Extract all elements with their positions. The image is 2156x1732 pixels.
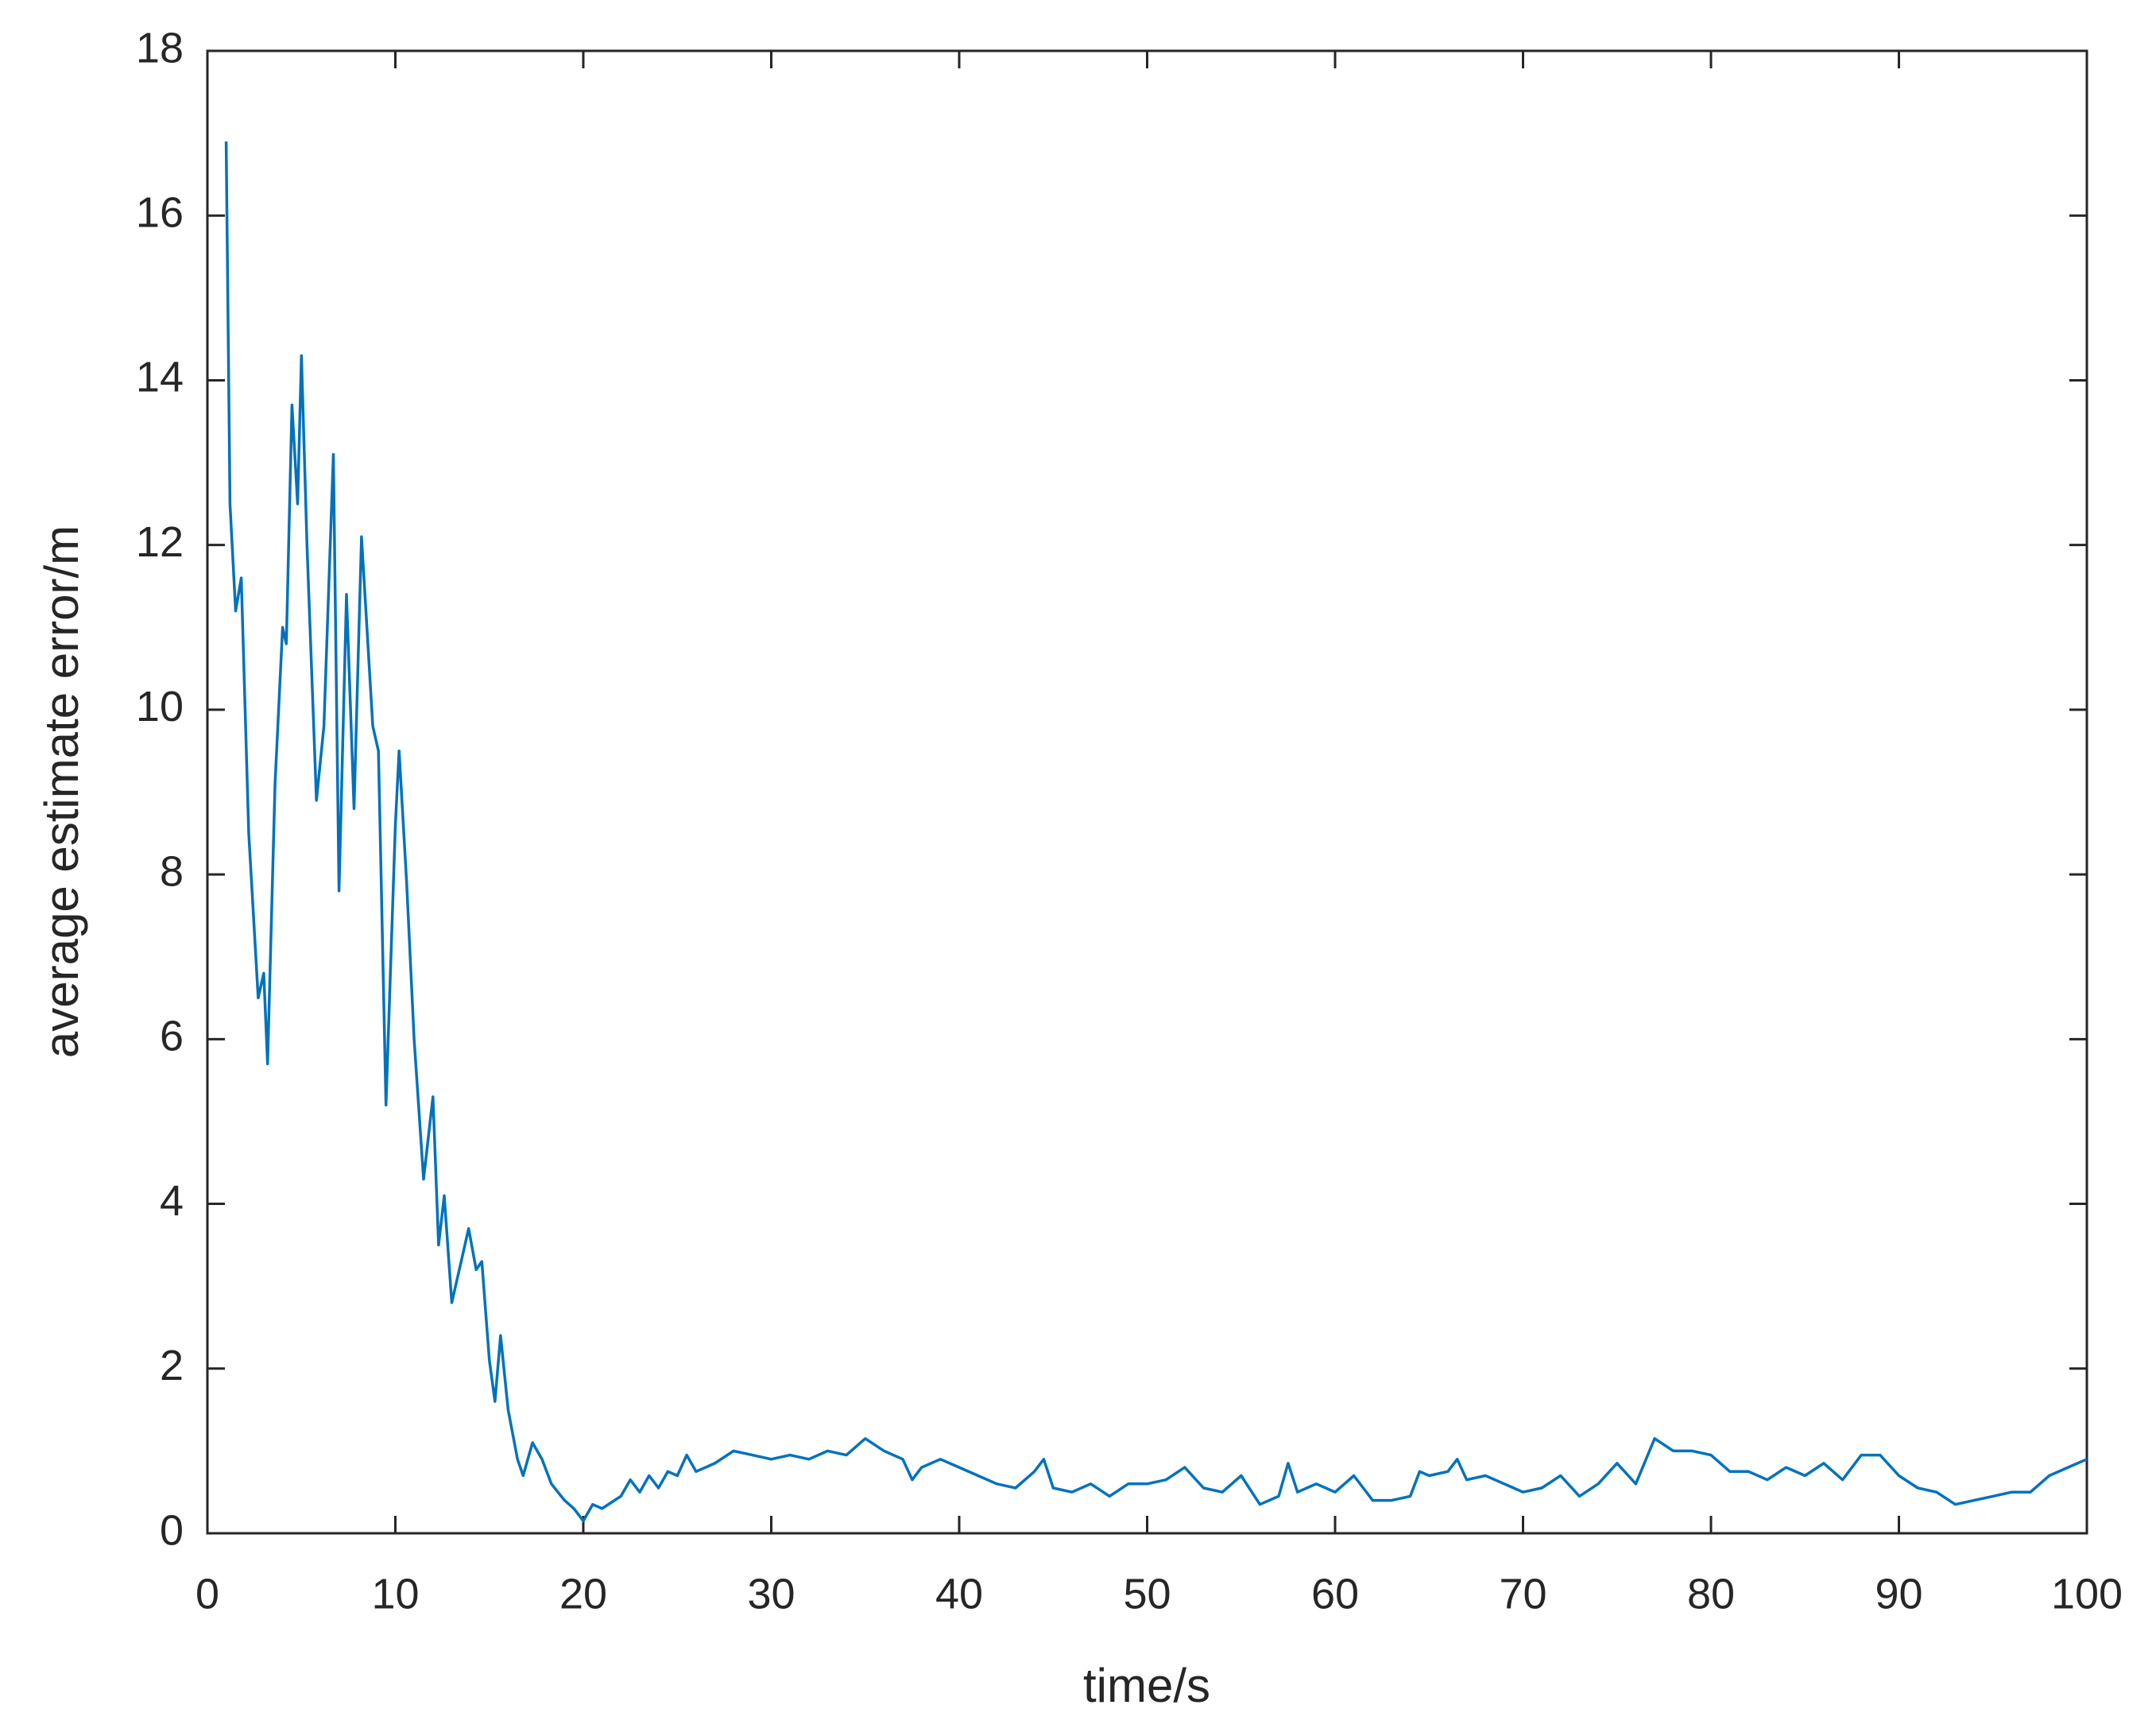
x-tick-label: 60	[1311, 1570, 1359, 1618]
x-tick-label: 90	[1875, 1570, 1922, 1618]
x-tick-label: 80	[1687, 1570, 1735, 1618]
y-tick-label: 6	[160, 1013, 184, 1060]
x-tick-label: 40	[935, 1570, 983, 1618]
y-tick-label: 8	[160, 847, 184, 895]
x-tick-label: 100	[2051, 1570, 2123, 1618]
y-tick-label: 12	[136, 518, 184, 566]
y-tick-label: 4	[160, 1177, 184, 1225]
y-tick-label: 0	[160, 1506, 184, 1554]
x-tick-label: 10	[371, 1570, 419, 1618]
y-axis-label: average estimate error/m	[35, 525, 88, 1058]
x-tick-label: 50	[1123, 1570, 1171, 1618]
x-tick-label: 30	[747, 1570, 795, 1618]
x-tick-label: 70	[1499, 1570, 1546, 1618]
data-line	[224, 141, 2088, 1523]
y-tick-label: 10	[136, 683, 184, 730]
y-tick-label: 18	[136, 24, 184, 72]
plot-frame	[206, 49, 2088, 1535]
y-tick-label: 14	[136, 354, 184, 401]
x-tick-label: 20	[559, 1570, 607, 1618]
y-tick-label: 16	[136, 188, 184, 236]
x-tick-label: 0	[195, 1570, 219, 1618]
x-axis-label: time/s	[1083, 1659, 1210, 1712]
y-tick-label: 2	[160, 1342, 184, 1389]
